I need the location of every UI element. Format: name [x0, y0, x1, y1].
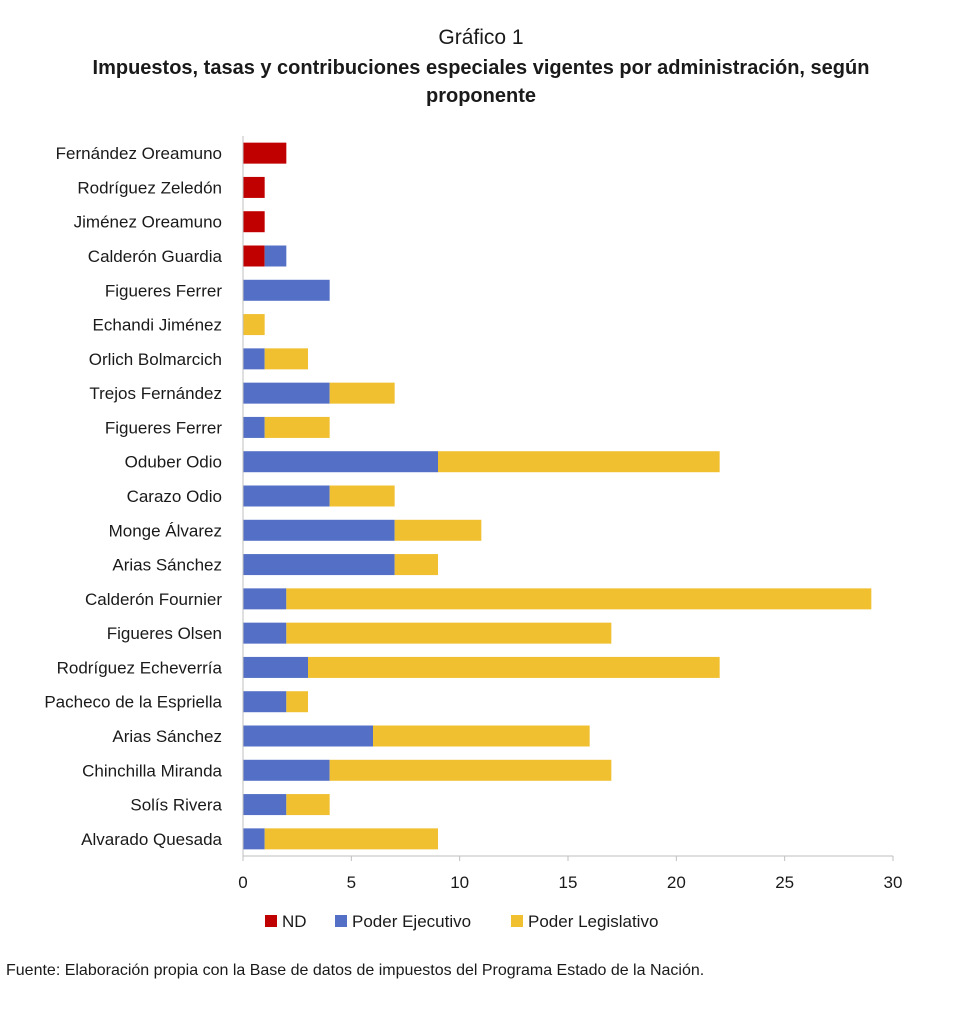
category-label: Alvarado Quesada: [81, 830, 222, 849]
x-tick-label: 20: [667, 873, 686, 892]
bar-segment: [243, 519, 395, 541]
bar-segment: [243, 245, 265, 267]
bar-segment: [243, 554, 395, 576]
bar-segment: [394, 554, 438, 576]
bar-segment: [243, 176, 265, 198]
x-tick-label: 30: [884, 873, 903, 892]
bar-segment: [373, 725, 590, 747]
bar-segment: [286, 691, 308, 713]
x-tick-label: 0: [238, 873, 247, 892]
legend-swatch: [511, 915, 523, 927]
bar-segment: [243, 622, 287, 644]
category-label: Arias Sánchez: [112, 727, 222, 746]
bar-segment: [243, 142, 287, 164]
bar-segment: [243, 485, 330, 507]
bar-segment: [394, 519, 482, 541]
category-label: Figueres Ferrer: [105, 281, 222, 300]
legend-label: ND: [282, 912, 307, 931]
bar-segment: [243, 382, 330, 404]
stacked-bar-chart: Fernández Oreamuno Rodríguez Zeledón Jimén…: [44, 136, 903, 931]
bar-segment: [243, 656, 308, 678]
x-tick-label: 25: [775, 873, 794, 892]
category-label: Monge Álvarez: [109, 521, 222, 540]
chart-heading: Gráfico 1 Impuestos, tasas y contribucio…: [0, 24, 962, 110]
bar-segment: [243, 211, 265, 233]
category-label: Orlich Bolmarcich: [89, 350, 222, 369]
legend-label: Poder Legislativo: [528, 912, 658, 931]
chart-title: Impuestos, tasas y contribuciones especi…: [92, 57, 870, 107]
bar-segment: [264, 348, 308, 370]
figure-label: Gráfico 1: [438, 26, 524, 49]
x-tick-label: 15: [559, 873, 578, 892]
bar-segment: [243, 416, 265, 438]
source-note: Fuente: Elaboración propia con la Base d…: [6, 962, 705, 979]
bar-segment: [286, 794, 330, 816]
bar-segment: [286, 588, 872, 610]
category-label: Calderón Guardia: [88, 247, 223, 266]
bar-segment: [243, 828, 265, 850]
category-label: Rodríguez Zeledón: [77, 178, 222, 197]
bar-segment: [264, 245, 287, 267]
bar-segment: [243, 759, 330, 781]
bar-segment: [243, 314, 265, 336]
bar-segment: [264, 828, 438, 850]
legend-swatch: [265, 915, 277, 927]
bar-segment: [329, 382, 395, 404]
legend-swatch: [335, 915, 347, 927]
bar-segment: [243, 794, 287, 816]
bar-segment: [243, 725, 373, 747]
category-label: Carazo Odio: [127, 487, 222, 506]
bar-segment: [438, 451, 720, 473]
category-label: Chinchilla Miranda: [82, 761, 222, 780]
bar-segment: [243, 279, 330, 301]
category-label: Echandi Jiménez: [93, 316, 222, 335]
category-label: Fernández Oreamuno: [56, 144, 222, 163]
bar-segment: [264, 416, 330, 438]
x-tick-label: 10: [450, 873, 469, 892]
x-tick-label: 5: [347, 873, 356, 892]
category-label: Trejos Fernández: [89, 384, 222, 403]
legend-label: Poder Ejecutivo: [352, 912, 471, 931]
category-label: Pacheco de la Espriella: [44, 693, 222, 712]
bar-segment: [329, 759, 612, 781]
category-label: Oduber Odio: [125, 453, 222, 472]
category-label: Solís Rivera: [130, 796, 222, 815]
category-label: Figueres Olsen: [107, 624, 222, 643]
bar-segment: [329, 485, 395, 507]
bar-segment: [243, 691, 287, 713]
category-label: Arias Sánchez: [112, 556, 222, 575]
bar-segment: [308, 656, 720, 678]
category-label: Rodríguez Echeverría: [57, 658, 223, 677]
category-label: Figueres Ferrer: [105, 418, 222, 437]
bar-segment: [286, 622, 612, 644]
category-label: Calderón Fournier: [85, 590, 222, 609]
category-label: Jiménez Oreamuno: [74, 213, 222, 232]
bar-segment: [243, 451, 438, 473]
bar-segment: [243, 348, 265, 370]
bar-segment: [243, 588, 287, 610]
